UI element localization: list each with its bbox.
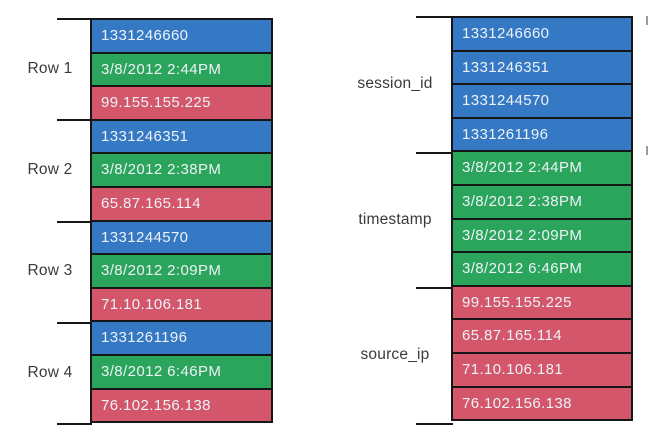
cell-session-id: 1331261196 [451,116,633,153]
cell-timestamp: 3/8/2012 2:38PM [451,183,633,220]
cell-session-id: 1331244570 [451,83,633,119]
row-group-divider-line [57,321,92,324]
cell-timestamp: 3/8/2012 6:46PM [90,353,273,390]
column-group-label: timestamp [358,210,432,228]
cell-session-id: 1331244570 [90,219,273,256]
cell-timestamp: 3/8/2012 2:44PM [90,51,273,88]
row-group-label: Row 4 [27,363,73,381]
column-group-divider-line [416,151,453,154]
row-group-divider-line [57,18,92,20]
column-group-divider-line [416,423,453,425]
cell-source-ip: 71.10.106.181 [451,351,633,388]
column-group-label: session_id [357,74,433,92]
row-group-divider-line [57,220,92,223]
cell-session-id: 1331246351 [90,118,273,155]
edge-artifact-mark [646,146,648,155]
row-group-divider-line [57,119,92,122]
cell-source-ip: 99.155.155.225 [451,284,633,321]
cell-session-id: 1331246660 [451,16,633,52]
cell-session-id: 1331246351 [451,49,633,86]
cell-source-ip: 99.155.155.225 [90,85,273,121]
cell-source-ip: 76.102.156.138 [90,387,273,424]
cell-timestamp: 3/8/2012 2:09PM [90,253,273,289]
cell-source-ip: 65.87.165.114 [90,185,273,222]
row-group-label: Row 3 [27,262,73,280]
column-group-divider-line [416,16,453,18]
row-oriented-table: 1331246660 3/8/2012 2:44PM 99.155.155.22… [90,18,273,424]
row-group-label: Row 1 [27,59,73,77]
cell-timestamp: 3/8/2012 2:44PM [451,150,633,186]
cell-timestamp: 3/8/2012 6:46PM [451,251,633,287]
cell-timestamp: 3/8/2012 2:38PM [90,152,273,188]
column-oriented-table: 1331246660 1331246351 1331244570 1331261… [451,16,633,422]
cell-timestamp: 3/8/2012 2:09PM [451,217,633,254]
cell-source-ip: 71.10.106.181 [90,286,273,323]
cell-session-id: 1331246660 [90,18,273,54]
cell-session-id: 1331261196 [90,320,273,356]
column-group-label: source_ip [360,346,430,364]
row-group-divider-line [57,423,92,426]
edge-artifact-mark [646,16,648,25]
cell-source-ip: 65.87.165.114 [451,318,633,354]
cell-source-ip: 76.102.156.138 [451,385,633,422]
column-group-divider-line [416,287,453,290]
row-group-label: Row 2 [27,160,73,178]
